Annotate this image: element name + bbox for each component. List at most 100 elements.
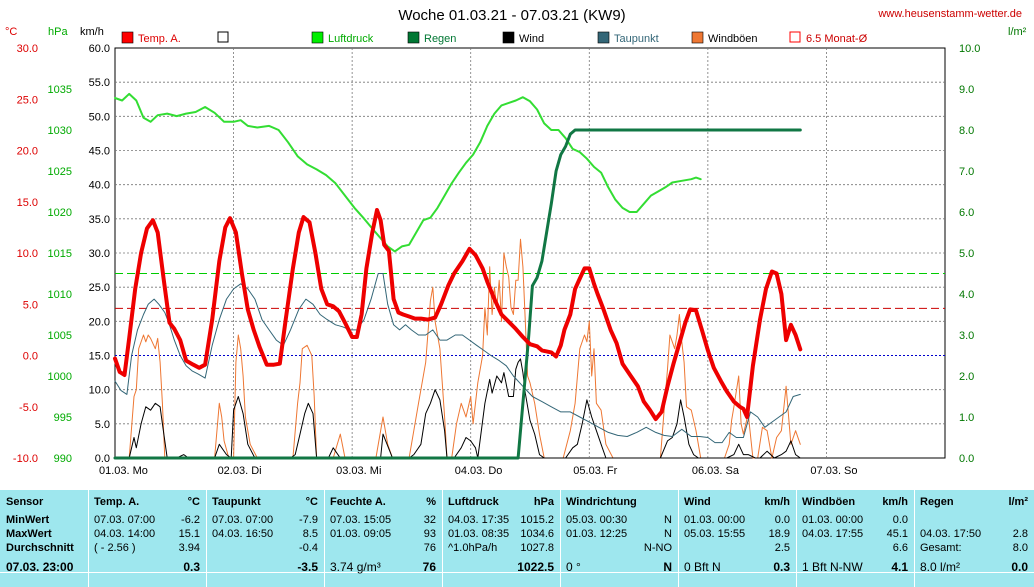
stat-column-rain: Regen l/m² 04.03. 17:50 2.8 Gesamt: 8.0 8.0 l/…	[914, 490, 1034, 587]
site-url[interactable]: www.heusenstamm-wetter.de	[877, 8, 1022, 20]
stat-row: 2.5	[684, 542, 790, 556]
stat-time: ^1.0hPa/h	[448, 542, 498, 554]
wind-tick-label: 60.0	[89, 43, 110, 55]
stat-value: -6.2	[181, 514, 200, 526]
legend-label: Taupunkt	[614, 33, 659, 45]
stat-time: 01.03. 00:00	[802, 514, 864, 526]
column-separator	[442, 490, 443, 587]
legend-swatch	[789, 31, 801, 43]
column-separator	[206, 490, 207, 587]
stat-value: 2.8	[1012, 528, 1028, 540]
stat-value: -7.9	[299, 514, 318, 526]
pressure-tick-label: 1035	[48, 84, 72, 96]
column-separator	[914, 490, 915, 587]
column-separator	[796, 490, 797, 587]
stat-time: 01.03. 12:25	[566, 528, 628, 540]
temp-tick-label: 0.0	[23, 351, 38, 363]
legend: Temp. A. Luftdruck Regen Wind Taupunkt Windbö…	[121, 31, 868, 45]
stat-time: 8.0 l/m²	[920, 560, 961, 574]
temperature-line	[113, 208, 803, 422]
stat-value: N	[664, 514, 672, 526]
temp-tick-label: 20.0	[17, 146, 38, 158]
legend-swatch	[502, 31, 515, 44]
column-separator	[324, 490, 325, 587]
stat-header: Feuchte A.%	[330, 496, 436, 510]
wind-tick-label: 55.0	[89, 77, 110, 89]
stat-time: 04.03. 17:55	[802, 528, 864, 540]
stat-row: 07.03. 23:00	[6, 560, 82, 574]
wind-tick-label: 15.0	[89, 351, 110, 363]
legend-swatch	[691, 31, 704, 44]
stat-value: 18.9	[768, 528, 790, 540]
stat-row: 04.03. 14:00 15.1	[94, 528, 200, 542]
unit-rain: l/m²	[1008, 26, 1027, 38]
rain-tick-label: 8.0	[959, 125, 974, 137]
legend-swatch	[217, 31, 229, 43]
temp-tick-label: 15.0	[17, 197, 38, 209]
stat-time: 04.03. 14:00	[94, 528, 156, 540]
stat-row: 01.03. 12:25 N	[566, 528, 672, 542]
stat-header: Windrichtung	[566, 496, 672, 510]
stat-row: 76	[330, 542, 436, 556]
stat-value: 1034.6	[520, 528, 554, 540]
stat-column-dew: Taupunkt °C 07.03. 07:00 -7.9 04.03. 16:50 8.…	[206, 490, 324, 587]
stat-header-label: Taupunkt	[212, 496, 261, 508]
rain-tick-label: 2.0	[959, 371, 974, 383]
stat-time: 1 Bft N-NW	[802, 560, 863, 574]
temp-tick-label: 5.0	[23, 299, 38, 311]
pressure-line	[114, 92, 702, 253]
stat-column-dir: Windrichtung 05.03. 00:30 N 01.03. 12:25 N N-…	[560, 490, 678, 587]
stat-value: 0.0	[774, 514, 790, 526]
stat-row: 01.03. 09:05 93	[330, 528, 436, 542]
wind-tick-label: 25.0	[89, 282, 110, 294]
total-separator	[0, 572, 1034, 573]
column-separator	[678, 490, 679, 587]
stat-header-label: Temp. A.	[94, 496, 140, 508]
column-separator	[88, 490, 89, 587]
stat-unit: km/h	[882, 496, 908, 508]
stat-header-label: Regen	[920, 496, 954, 508]
stat-row: 3.74 g/m³ 76	[330, 560, 436, 574]
rain-tick-label: 9.0	[959, 84, 974, 96]
stat-header: Wind km/h	[684, 496, 790, 510]
stat-row: 01.03. 00:00 0.0	[802, 514, 908, 528]
stat-value: 0.0	[892, 514, 908, 526]
rain-tick-label: 5.0	[959, 248, 974, 260]
stat-value: -0.4	[299, 542, 318, 554]
stat-time: 0 Bft N	[684, 560, 721, 574]
unit-press: hPa	[48, 26, 68, 38]
stat-value: 3.94	[178, 542, 200, 554]
stat-value: N-NO	[643, 542, 672, 554]
wind-tick-label: 20.0	[89, 316, 110, 328]
stat-row: 07.03. 07:00 -7.9	[212, 514, 318, 528]
stat-unit: °C	[187, 496, 200, 508]
pressure-tick-label: 995	[54, 412, 72, 424]
wind-tick-label: 45.0	[89, 146, 110, 158]
stat-time: 07.03. 15:05	[330, 514, 392, 526]
stat-column-wind: Wind km/h 01.03. 00:00 0.0 05.03. 15:55 18.9 2…	[678, 490, 796, 587]
stat-row: 1 Bft N-NW 4.1	[802, 560, 908, 574]
stat-row: 01.03. 08:35 1034.6	[448, 528, 554, 542]
stat-row: Gesamt: 8.0	[920, 542, 1028, 556]
stat-row: 0 ° N	[566, 560, 672, 574]
day-label: 01.03. Mo	[99, 465, 148, 477]
stat-time: 04.03. 17:35	[448, 514, 510, 526]
stat-time: 01.03. 08:35	[448, 528, 510, 540]
stat-row-label: MaxWert	[6, 528, 52, 540]
stat-value: 0.3	[183, 560, 200, 574]
stat-time: Gesamt:	[920, 542, 962, 554]
legend-swatch	[597, 31, 610, 44]
series	[113, 92, 803, 460]
stat-value: 1022.5	[517, 560, 554, 574]
pressure-tick-label: 1025	[48, 166, 72, 178]
stat-column-gust: Windböen km/h 01.03. 00:00 0.0 04.03. 17:55 4…	[796, 490, 914, 587]
rain-tick-label: 7.0	[959, 166, 974, 178]
stat-value: -3.5	[297, 560, 318, 574]
stat-header: Taupunkt °C	[212, 496, 318, 510]
grid	[114, 47, 946, 459]
stat-unit: l/m²	[1008, 496, 1028, 508]
stat-row-label: Durchschnitt	[6, 542, 74, 554]
stat-row: MinWert	[6, 514, 82, 528]
stat-row: N-NO	[566, 542, 672, 556]
stat-row: 04.03. 17:55 45.1	[802, 528, 908, 542]
